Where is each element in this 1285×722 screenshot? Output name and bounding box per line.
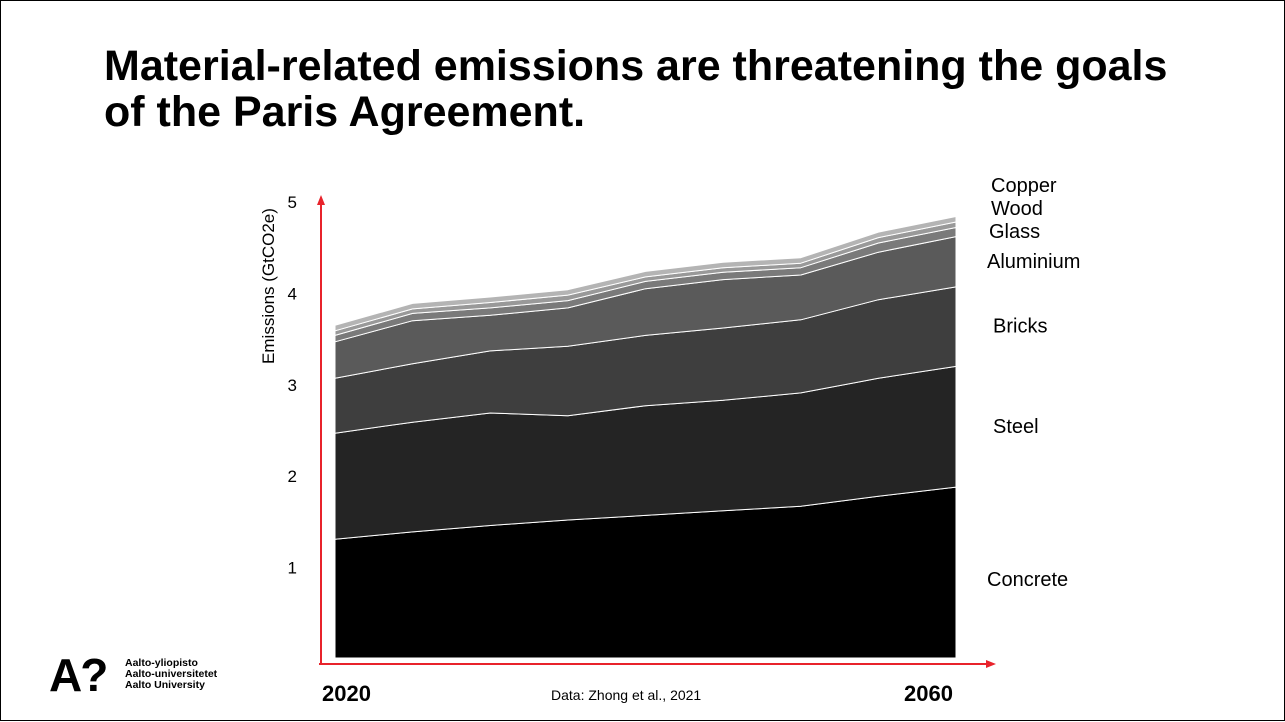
area-series-group bbox=[334, 216, 957, 659]
slide-title: Material-related emissions are threateni… bbox=[104, 43, 1204, 135]
series-label-concrete: Concrete bbox=[987, 569, 1068, 591]
logo-line-en: Aalto University bbox=[125, 679, 205, 691]
aalto-logo-text: Aalto-yliopisto Aalto-universitetet Aalt… bbox=[125, 658, 217, 691]
y-tick-label-5: 5 bbox=[288, 193, 297, 212]
series-label-steel: Steel bbox=[993, 416, 1039, 438]
y-tick-label-3: 3 bbox=[288, 376, 297, 395]
slide-title-line-2: of the Paris Agreement. bbox=[104, 88, 586, 136]
series-label-wood: Wood bbox=[991, 198, 1043, 220]
x-tick-label-2060: 2060 bbox=[904, 681, 953, 706]
y-tick-label-1: 1 bbox=[288, 559, 297, 578]
y-tick-labels: 1 2 3 4 5 bbox=[288, 193, 297, 578]
data-source-note: Data: Zhong et al., 2021 bbox=[551, 687, 701, 703]
y-tick-label-2: 2 bbox=[288, 467, 297, 486]
logo-line-fi: Aalto-yliopisto bbox=[125, 657, 198, 669]
aalto-logo-mark: A? bbox=[49, 649, 108, 701]
x-tick-label-2020: 2020 bbox=[322, 681, 371, 706]
logo-line-sv: Aalto-universitetet bbox=[125, 668, 218, 680]
series-label-copper: Copper bbox=[991, 175, 1057, 197]
slide-title-line-1: Material-related emissions are threateni… bbox=[104, 42, 1168, 90]
series-label-glass: Glass bbox=[989, 221, 1040, 243]
area-copper bbox=[334, 216, 957, 332]
y-tick-label-4: 4 bbox=[288, 284, 297, 303]
chart-axes bbox=[317, 195, 996, 668]
series-label-bricks: Bricks bbox=[993, 316, 1047, 338]
y-axis-label: Emissions (GtCO2e) bbox=[259, 208, 278, 364]
series-label-aluminium: Aluminium bbox=[987, 251, 1080, 273]
series-labels: Concrete Steel Bricks Aluminium GlassWoodCop… bbox=[987, 175, 1080, 591]
